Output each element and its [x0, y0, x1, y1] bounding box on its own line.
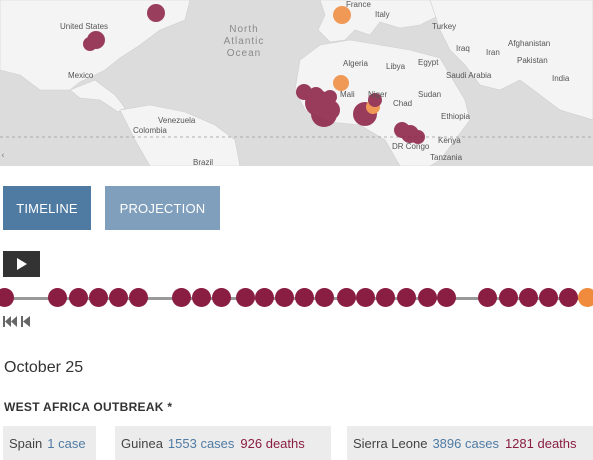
timeline-event-dot[interactable] — [437, 288, 456, 307]
asia-landmass — [429, 0, 593, 121]
case-markers — [83, 4, 425, 144]
label-venezuela: Venezuela — [158, 116, 196, 125]
timeline-event-dot[interactable] — [172, 288, 191, 307]
label-kenya: Kenya — [438, 136, 461, 145]
country-cases: 1 case — [47, 435, 86, 451]
world-map-svg: ‹ — [0, 0, 593, 166]
timeline-event-dot[interactable] — [418, 288, 437, 307]
country-stat-guinea[interactable]: Guinea 1553 cases 926 deaths — [115, 426, 331, 460]
timeline-event-dot[interactable] — [539, 288, 558, 307]
label-iraq: Iraq — [456, 44, 470, 53]
tab-timeline[interactable]: TIMELINE — [3, 186, 91, 230]
label-niger: Niger — [368, 90, 388, 99]
label-algeria: Algeria — [343, 59, 368, 68]
tab-projection[interactable]: PROJECTION — [105, 186, 220, 230]
label-mexico: Mexico — [68, 71, 94, 80]
marker-congo-3 — [411, 130, 425, 144]
timeline-event-dot[interactable] — [0, 288, 14, 307]
country-name: Guinea — [121, 435, 163, 451]
timeline-event-dot[interactable] — [275, 288, 294, 307]
country-deaths: 1281 deaths — [504, 435, 577, 451]
label-brazil: Brazil — [193, 158, 214, 166]
timeline-controls — [3, 316, 31, 328]
timeline-event-dot[interactable] — [129, 288, 148, 307]
country-name: Sierra Leone — [353, 435, 428, 451]
timeline-event-dot[interactable] — [295, 288, 314, 307]
marker-us-east — [147, 4, 165, 22]
timeline-event-dot[interactable] — [48, 288, 67, 307]
country-cases: 1553 cases — [167, 435, 235, 451]
timeline-event-dot[interactable] — [212, 288, 231, 307]
label-egypt: Egypt — [418, 58, 439, 67]
marker-senegal — [333, 75, 349, 91]
country-cases: 3896 cases — [432, 435, 499, 451]
marker-ivory — [323, 90, 337, 104]
timeline-event-dot[interactable] — [519, 288, 538, 307]
label-afghanistan: Afghanistan — [508, 39, 551, 48]
label-tanzania: Tanzania — [430, 153, 463, 162]
marker-spain — [333, 6, 351, 24]
label-colombia: Colombia — [133, 126, 167, 135]
timeline-event-dot[interactable] — [559, 288, 578, 307]
label-italy: Italy — [375, 10, 390, 19]
step-back-icon[interactable] — [21, 316, 31, 327]
timeline-event-dot[interactable] — [337, 288, 356, 307]
country-stat-spain[interactable]: Spain 1 case — [3, 426, 96, 460]
label-ethiopia: Ethiopia — [441, 112, 470, 121]
timeline-event-dot[interactable] — [89, 288, 108, 307]
play-button[interactable] — [3, 251, 40, 277]
timeline-event-dot[interactable] — [397, 288, 416, 307]
label-chad: Chad — [393, 99, 413, 108]
timeline-current-dot[interactable] — [578, 288, 593, 307]
timeline-event-dot[interactable] — [109, 288, 128, 307]
timeline-event-dot[interactable] — [236, 288, 255, 307]
current-date: October 25 — [4, 359, 84, 376]
label-dr-congo: DR Congo — [392, 142, 430, 151]
timeline-event-dot[interactable] — [376, 288, 395, 307]
label-iran: Iran — [486, 48, 500, 57]
label-sudan: Sudan — [418, 90, 442, 99]
ocean-label: North Atlantic Ocean — [216, 24, 272, 60]
central-america-landmass — [69, 79, 126, 113]
timeline-event-dot[interactable] — [255, 288, 274, 307]
compass-mark-left: ‹ — [1, 151, 5, 161]
marker-us-texas-2 — [83, 37, 97, 51]
play-icon — [16, 258, 27, 270]
label-india: India — [552, 74, 570, 83]
label-libya: Libya — [386, 62, 406, 71]
marker-liberia — [320, 100, 340, 120]
label-pakistan: Pakistan — [517, 56, 548, 65]
country-stat-sierra-leone[interactable]: Sierra Leone 3896 cases 1281 deaths — [347, 426, 593, 460]
timeline-event-dot[interactable] — [69, 288, 88, 307]
outbreak-title: WEST AFRICA OUTBREAK * — [4, 400, 173, 414]
timeline-event-dot[interactable] — [192, 288, 211, 307]
label-united-states: United States — [60, 22, 109, 31]
label-mali: Mali — [340, 90, 355, 99]
south-america-landmass — [119, 104, 241, 166]
timeline-event-dot[interactable] — [499, 288, 518, 307]
label-france: France — [346, 0, 371, 9]
country-name: Spain — [9, 435, 43, 451]
timeline-event-dot[interactable] — [315, 288, 334, 307]
marker-nigeria-3 — [368, 93, 382, 107]
ocean-label-line-3: Ocean — [226, 48, 262, 59]
country-deaths: 926 deaths — [240, 435, 305, 451]
label-turkey: Turkey — [432, 22, 457, 31]
timeline-event-dot[interactable] — [356, 288, 375, 307]
label-saudi-arabia: Saudi Arabia — [446, 71, 492, 80]
ocean-label-line-1: North — [229, 24, 259, 35]
outbreak-map[interactable]: ‹ North Atlantic Ocean United States Mex… — [0, 0, 593, 166]
ocean-label-line-2: Atlantic — [223, 36, 265, 47]
timeline-event-dot[interactable] — [478, 288, 497, 307]
skip-to-start-icon[interactable] — [3, 316, 17, 327]
